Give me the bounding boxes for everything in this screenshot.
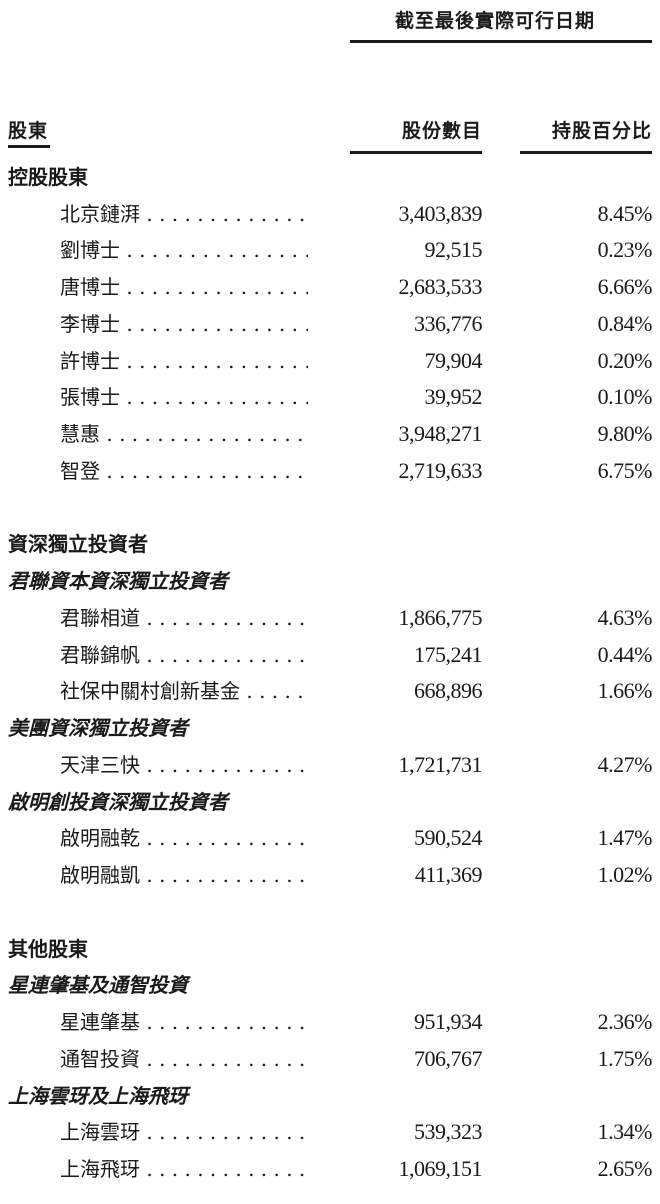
share-count: 668,896 bbox=[414, 678, 483, 704]
share-count: 92,515 bbox=[424, 237, 483, 263]
share-count: 951,934 bbox=[414, 1009, 483, 1035]
column-header-percent: 持股百分比 bbox=[551, 120, 652, 142]
subgroup-heading: 君聯資本資深獨立投資者 bbox=[8, 569, 228, 594]
shareholder-name: 北京鏈湃 bbox=[60, 196, 308, 232]
shareholding-percent: 6.66% bbox=[597, 274, 653, 300]
shareholding-percent: 0.44% bbox=[597, 641, 653, 667]
shareholder-name: 慧惠 bbox=[60, 416, 308, 452]
share-count: 3,948,271 bbox=[398, 421, 483, 447]
share-count: 2,719,633 bbox=[398, 457, 483, 483]
shareholder-name: 星連肇基 bbox=[60, 1004, 308, 1040]
shareholder-name: 君聯相道 bbox=[60, 600, 308, 636]
table-row: 張博士 39,952 0.10% bbox=[0, 379, 660, 415]
shareholding-percent: 2.65% bbox=[597, 1155, 653, 1181]
shareholding-percent: 1.47% bbox=[597, 825, 653, 851]
table-row: 唐博士 2,683,533 6.66% bbox=[0, 269, 660, 305]
column-header-shareholder: 股東 bbox=[8, 120, 49, 142]
share-count: 1,069,151 bbox=[398, 1155, 483, 1181]
group-heading: 資深獨立投資者 bbox=[8, 532, 148, 557]
shareholding-percent: 4.27% bbox=[597, 751, 653, 777]
shareholding-percent: 0.23% bbox=[597, 237, 653, 263]
table-row: 許博士 79,904 0.20% bbox=[0, 343, 660, 379]
table-row: 北京鏈湃 3,403,839 8.45% bbox=[0, 196, 660, 232]
shareholder-name: 智登 bbox=[60, 453, 308, 489]
share-count: 706,767 bbox=[414, 1045, 483, 1071]
table-row: 慧惠 3,948,271 9.80% bbox=[0, 416, 660, 452]
shareholder-name: 許博士 bbox=[60, 343, 308, 379]
shareholding-percent: 0.84% bbox=[597, 310, 653, 336]
share-count: 1,721,731 bbox=[398, 751, 483, 777]
shareholding-percent: 4.63% bbox=[597, 604, 653, 630]
share-count: 411,369 bbox=[414, 862, 483, 888]
shareholding-percent: 8.45% bbox=[597, 200, 653, 226]
table-row: 李博士 336,776 0.84% bbox=[0, 306, 660, 342]
shareholder-name: 啟明融乾 bbox=[60, 820, 308, 856]
share-count: 590,524 bbox=[414, 825, 483, 851]
share-count: 2,683,533 bbox=[398, 274, 483, 300]
shareholding-percent: 1.66% bbox=[597, 678, 653, 704]
share-count: 79,904 bbox=[424, 347, 483, 373]
subgroup-heading: 啟明創投資深獨立投資者 bbox=[8, 789, 228, 814]
date-caption-underline bbox=[350, 40, 652, 43]
table-row: 通智投資 706,767 1.75% bbox=[0, 1041, 660, 1077]
shareholder-underline bbox=[8, 145, 50, 148]
shareholding-percent: 0.20% bbox=[597, 347, 653, 373]
shareholder-name: 通智投資 bbox=[60, 1041, 308, 1077]
table-row: 上海雲玡 539,323 1.34% bbox=[0, 1114, 660, 1150]
shareholder-name: 李博士 bbox=[60, 306, 308, 342]
share-count: 39,952 bbox=[424, 384, 483, 410]
table-row: 星連肇基 951,934 2.36% bbox=[0, 1004, 660, 1040]
shareholder-name: 上海飛玡 bbox=[60, 1151, 308, 1187]
table-row: 劉博士 92,515 0.23% bbox=[0, 232, 660, 268]
table-row: 社保中關村創新基金 668,896 1.66% bbox=[0, 673, 660, 709]
shareholder-name: 天津三快 bbox=[60, 747, 308, 783]
shareholding-percent: 1.02% bbox=[597, 862, 653, 888]
subgroup-heading: 星連肇基及通智投資 bbox=[8, 973, 188, 998]
shares-underline bbox=[350, 151, 482, 154]
column-header-shares: 股份數目 bbox=[401, 120, 482, 142]
table-row: 上海飛玡 1,069,151 2.65% bbox=[0, 1151, 660, 1187]
shareholding-percent: 6.75% bbox=[597, 457, 653, 483]
shareholder-name: 唐博士 bbox=[60, 269, 308, 305]
table-row: 智登 2,719,633 6.75% bbox=[0, 453, 660, 489]
share-count: 3,403,839 bbox=[398, 200, 483, 226]
table-row: 君聯錦帆 175,241 0.44% bbox=[0, 637, 660, 673]
shareholding-percent: 0.10% bbox=[597, 384, 653, 410]
shareholding-percent: 9.80% bbox=[597, 421, 653, 447]
group-heading: 其他股東 bbox=[8, 936, 88, 961]
table-row: 啟明融乾 590,524 1.47% bbox=[0, 820, 660, 856]
shareholder-name: 張博士 bbox=[60, 379, 308, 415]
shareholding-percent: 1.34% bbox=[597, 1119, 653, 1145]
shareholding-percent: 2.36% bbox=[597, 1009, 653, 1035]
group-heading: 控股股東 bbox=[8, 165, 88, 189]
table-row: 君聯相道 1,866,775 4.63% bbox=[0, 600, 660, 636]
shareholder-name: 君聯錦帆 bbox=[60, 637, 308, 673]
table-row: 啟明融凱 411,369 1.02% bbox=[0, 857, 660, 893]
subgroup-heading: 美團資深獨立投資者 bbox=[8, 716, 188, 741]
shareholder-name: 劉博士 bbox=[60, 232, 308, 268]
share-count: 175,241 bbox=[414, 641, 483, 667]
shareholder-name: 啟明融凱 bbox=[60, 857, 308, 893]
share-count: 539,323 bbox=[414, 1119, 483, 1145]
shareholder-name: 社保中關村創新基金 bbox=[60, 673, 308, 709]
percent-underline bbox=[520, 151, 652, 154]
subgroup-heading: 上海雲玡及上海飛玡 bbox=[8, 1083, 188, 1108]
shareholder-name: 上海雲玡 bbox=[60, 1114, 308, 1150]
date-caption: 截至最後實際可行日期 bbox=[395, 10, 596, 32]
share-count: 1,866,775 bbox=[398, 604, 483, 630]
shareholding-percent: 1.75% bbox=[597, 1045, 653, 1071]
table-row: 天津三快 1,721,731 4.27% bbox=[0, 747, 660, 783]
share-count: 336,776 bbox=[414, 310, 483, 336]
